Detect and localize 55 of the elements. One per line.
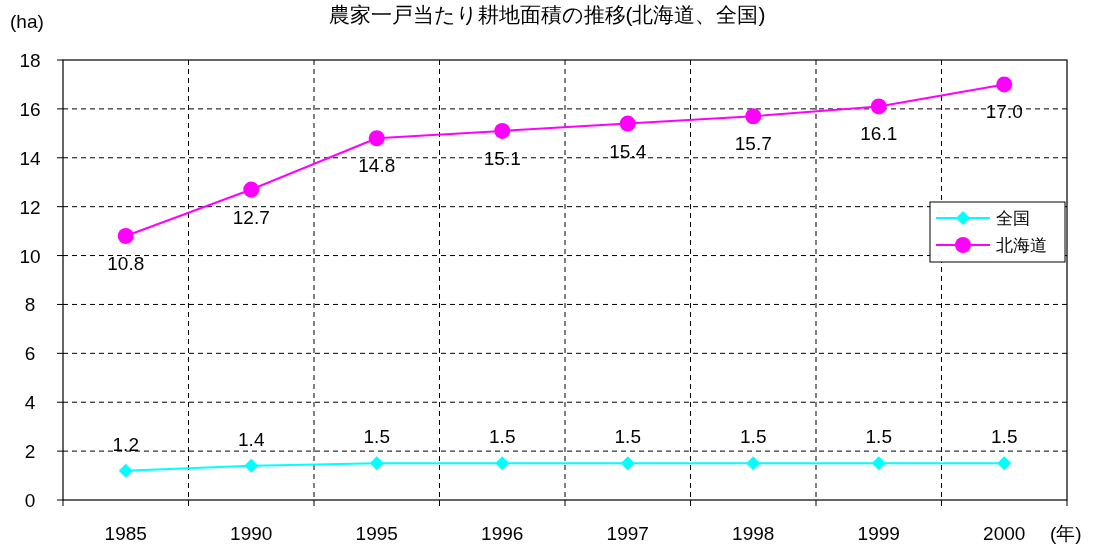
y-tick-label: 4 xyxy=(24,392,36,414)
x-tick-label: 1985 xyxy=(104,523,147,544)
point xyxy=(746,456,761,471)
data-label: 16.1 xyxy=(860,123,898,145)
point xyxy=(243,181,260,198)
point xyxy=(996,76,1013,93)
data-label: 1.5 xyxy=(865,426,892,448)
data-label: 1.4 xyxy=(238,428,265,450)
y-tick-label: 2 xyxy=(24,441,36,463)
data-label: 1.5 xyxy=(489,426,516,448)
legend-label: 全国 xyxy=(996,209,1030,228)
point xyxy=(368,130,385,147)
data-label: 1.5 xyxy=(363,426,390,448)
data-label: 15.7 xyxy=(734,133,772,155)
y-axis-title: (ha) xyxy=(10,11,44,32)
x-tick-label: 1997 xyxy=(606,523,649,544)
data-label: 1.5 xyxy=(614,426,641,448)
x-tick-label: 2000 xyxy=(983,523,1026,544)
point xyxy=(495,456,510,471)
x-tick-label: 1996 xyxy=(481,523,524,544)
point xyxy=(619,115,636,132)
x-tick-label: 1999 xyxy=(857,523,900,544)
y-tick-label: 0 xyxy=(24,490,36,511)
y-tick-label: 6 xyxy=(24,343,36,365)
legend-label: 北海道 xyxy=(996,236,1047,255)
y-tick-label: 18 xyxy=(19,50,41,71)
data-label: 12.7 xyxy=(232,206,270,228)
x-axis-title: (年) xyxy=(1050,523,1082,544)
point xyxy=(745,108,762,125)
y-tick-label: 14 xyxy=(19,147,41,169)
point xyxy=(870,98,887,115)
y-tick-label: 12 xyxy=(19,196,41,218)
x-tick-label: 1995 xyxy=(355,523,398,544)
point xyxy=(118,463,133,478)
point xyxy=(620,456,635,471)
data-label: 14.8 xyxy=(358,155,396,177)
point xyxy=(369,456,384,471)
point xyxy=(494,122,511,139)
point xyxy=(117,228,134,244)
data-label: 1.2 xyxy=(112,433,139,455)
data-label: 1.5 xyxy=(740,426,767,448)
chart-title: 農家一戸当たり耕地面積の推移(北海道、全国) xyxy=(328,3,766,26)
point xyxy=(244,458,259,473)
y-tick-label: 16 xyxy=(19,98,41,120)
x-tick-label: 1990 xyxy=(230,523,273,544)
data-label: 15.4 xyxy=(609,140,647,162)
x-tick-label: 1998 xyxy=(732,523,775,544)
data-label: 10.8 xyxy=(107,253,145,274)
y-tick-label: 10 xyxy=(19,245,41,267)
point xyxy=(871,456,886,471)
point xyxy=(997,456,1012,471)
data-label: 17.0 xyxy=(985,101,1023,123)
data-label: 15.1 xyxy=(483,147,521,169)
data-label: 1.5 xyxy=(991,426,1018,448)
y-tick-label: 8 xyxy=(24,294,36,316)
